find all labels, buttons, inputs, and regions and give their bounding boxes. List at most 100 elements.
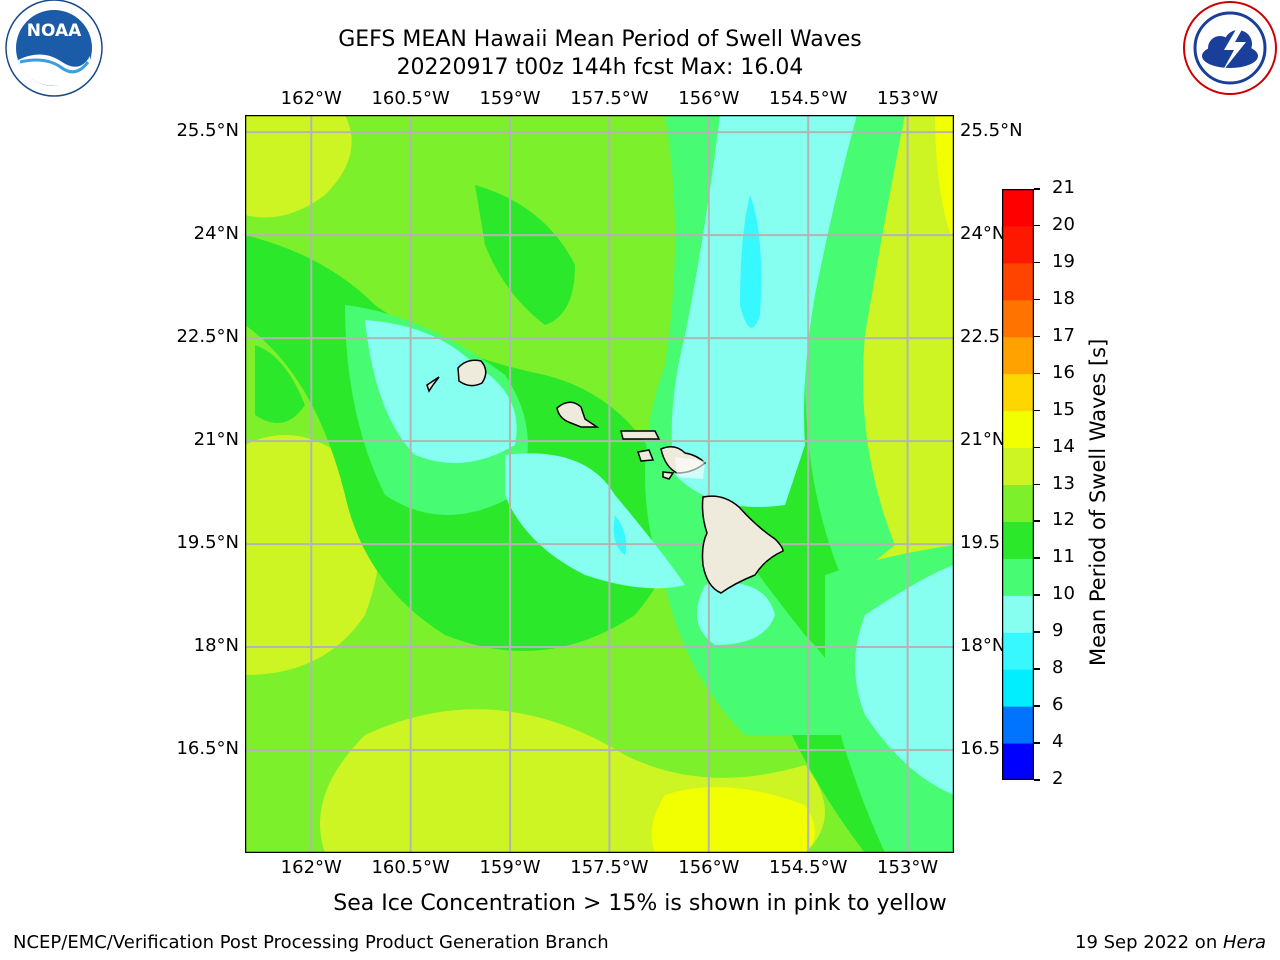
lon-tick-label: 157.5°W xyxy=(570,88,649,109)
lon-tick-label: 153°W xyxy=(877,88,939,109)
field-10-11-ne xyxy=(805,115,905,585)
colorbar-cell xyxy=(1002,262,1034,301)
colorbar-tick-label: 2 xyxy=(1052,768,1064,789)
colorbar-cell xyxy=(1002,706,1034,744)
field-9-10-west xyxy=(365,320,517,463)
island-kahoolawe xyxy=(662,471,675,480)
colorbar-tick-mark xyxy=(1034,779,1040,781)
lat-tick-label-right: 24°N xyxy=(960,223,1006,245)
lat-tick-label-left: 22.5°N xyxy=(176,326,239,348)
lon-tick-label: 154.5°W xyxy=(769,88,848,109)
colorbar-tick-mark xyxy=(1034,483,1040,485)
colorbar-cell xyxy=(1002,595,1034,633)
colorbar-tick-mark xyxy=(1034,520,1040,522)
chart-subtitle: 20220917 t00z 144h fcst Max: 16.04 xyxy=(396,55,804,80)
lon-tick-label: 160.5°W xyxy=(371,88,450,109)
colorbar-cell xyxy=(1002,373,1034,412)
lat-tick-label-left: 16.5°N xyxy=(176,738,239,760)
island-hawaii xyxy=(701,495,784,594)
colorbar-tick-label: 6 xyxy=(1052,694,1064,716)
lat-tick-label-left: 19.5°N xyxy=(176,532,239,554)
colorbar-tick-label: 9 xyxy=(1052,620,1064,642)
colorbar-tick-mark xyxy=(1034,742,1040,744)
colorbar xyxy=(1002,189,1034,780)
colorbar-tick-mark xyxy=(1034,631,1040,633)
colorbar-cell xyxy=(1002,189,1034,227)
colorbar-tick-label: 8 xyxy=(1052,657,1064,679)
hawaiian-islands xyxy=(426,359,784,594)
colorbar-tick-label: 15 xyxy=(1052,398,1075,420)
graticule xyxy=(245,115,954,853)
chart-title: GEFS MEAN Hawaii Mean Period of Swell Wa… xyxy=(338,27,862,52)
lat-tick-label-left: 24°N xyxy=(193,223,239,245)
colorbar-tick-label: 21 xyxy=(1052,177,1075,198)
colorbar-tick-label: 10 xyxy=(1052,583,1075,605)
lon-tick-label: 160.5°W xyxy=(371,857,450,878)
lon-tick-label: 162°W xyxy=(280,857,342,878)
lon-tick-label: 154.5°W xyxy=(769,857,848,878)
colorbar-cell xyxy=(1002,447,1034,485)
colorbar-tick-label: 17 xyxy=(1052,324,1075,346)
colorbar-cell xyxy=(1002,632,1034,670)
colorbar-frame xyxy=(1002,189,1034,780)
field-9-10-north-plume xyxy=(671,115,857,507)
lat-tick-label-left: 18°N xyxy=(193,635,239,657)
lat-tick-label-left: 21°N xyxy=(193,429,239,451)
lon-tick-label: 159°W xyxy=(479,88,541,109)
colorbar-cell xyxy=(1002,521,1034,559)
colorbar-tick-mark xyxy=(1034,298,1040,301)
lat-tick-label-right: 21°N xyxy=(960,429,1006,451)
lon-tick-label: 156°W xyxy=(678,88,740,109)
lon-tick-label: 156°W xyxy=(678,857,740,878)
nws-logo xyxy=(1183,1,1277,95)
colorbar-tick-label: 12 xyxy=(1052,509,1075,531)
footer-date: 19 Sep 2022 on Hera xyxy=(1075,932,1266,953)
colorbar-tick-label: 16 xyxy=(1052,361,1075,383)
noaa-logo-text: NOAA xyxy=(27,21,82,41)
sea-ice-caption: Sea Ice Concentration > 15% is shown in … xyxy=(333,891,947,916)
colorbar-tick-label: 4 xyxy=(1052,731,1064,753)
colorbar-tick-mark xyxy=(1034,372,1040,375)
island-niihau xyxy=(426,376,440,393)
island-kauai xyxy=(457,359,487,387)
lon-tick-label: 159°W xyxy=(479,857,541,878)
map-frame xyxy=(245,115,954,853)
colorbar-tick-mark xyxy=(1034,188,1040,190)
colorbar-tick-label: 11 xyxy=(1052,546,1075,568)
colorbar-tick-mark xyxy=(1034,409,1040,412)
lat-tick-label-right: 25.5°N xyxy=(960,120,1023,142)
colorbar-cell xyxy=(1002,336,1034,375)
colorbar-cell xyxy=(1002,558,1034,596)
footer-credit: NCEP/EMC/Verification Post Processing Pr… xyxy=(13,932,609,953)
lon-tick-label: 162°W xyxy=(280,88,342,109)
footer-date-text: 19 Sep 2022 on xyxy=(1075,932,1223,953)
footer-machine: Hera xyxy=(1222,932,1266,953)
colorbar-tick-mark xyxy=(1034,668,1040,670)
colorbar-cell xyxy=(1002,299,1034,338)
field-9-10-se xyxy=(855,565,954,795)
island-lanai xyxy=(637,449,655,462)
colorbar-cell xyxy=(1002,484,1034,522)
colorbar-tick-mark xyxy=(1034,705,1040,707)
field-9-10-south xyxy=(697,583,775,645)
field-14-15-s xyxy=(651,787,815,853)
colorbar-tick-label: 19 xyxy=(1052,250,1075,272)
colorbar-tick-mark xyxy=(1034,224,1040,227)
lon-tick-label: 153°W xyxy=(877,857,939,878)
swell-period-map xyxy=(245,115,954,853)
colorbar-cell xyxy=(1002,410,1034,449)
colorbar-cell xyxy=(1002,743,1034,780)
colorbar-tick-mark xyxy=(1034,335,1040,338)
colorbar-tick-mark xyxy=(1034,557,1040,559)
field-11-12-nw2 xyxy=(255,345,305,423)
lon-tick-label: 157.5°W xyxy=(570,857,649,878)
colorbar-cell xyxy=(1002,225,1034,264)
island-oahu xyxy=(556,401,600,428)
noaa-logo: NOAA xyxy=(5,0,103,97)
island-molokai xyxy=(620,430,661,440)
field-11-12-north xyxy=(475,185,575,325)
colorbar-tick-mark xyxy=(1034,594,1040,596)
field-9-10-channel xyxy=(505,453,685,589)
lat-tick-label-left: 25.5°N xyxy=(176,120,239,142)
mask-maui xyxy=(675,457,705,479)
